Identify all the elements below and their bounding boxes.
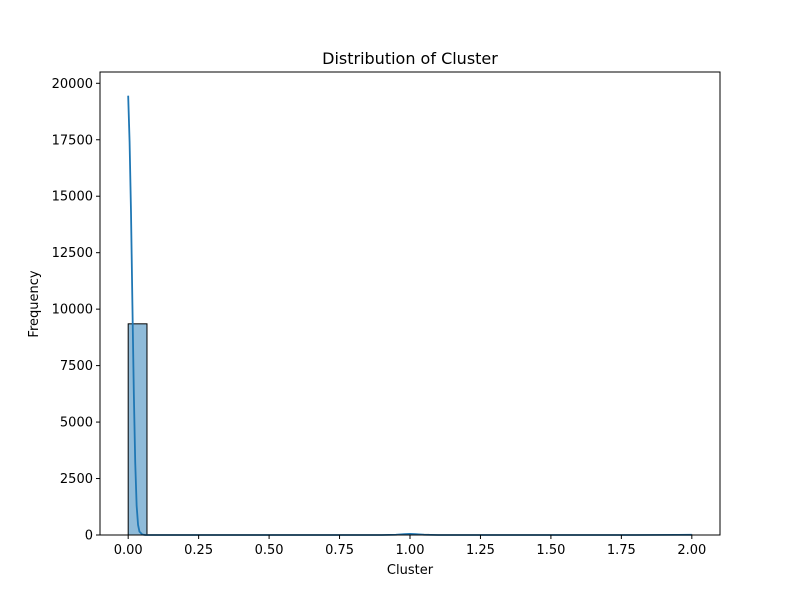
plot-frame [99,71,721,536]
x-tick-label: 0.25 [184,543,213,558]
histogram-bars [127,323,693,536]
y-tick-label: 20000 [52,77,93,92]
x-tick-label: 1.50 [536,543,565,558]
histogram-bar [127,323,148,536]
y-tick-label: 15000 [52,190,93,205]
x-axis-label: Cluster [387,563,434,578]
x-tick-label: 1.00 [396,543,425,558]
y-axis-label: Frequency [27,270,42,337]
chart-title: Distribution of Cluster [322,49,498,68]
kde-curve [127,95,692,536]
y-tick-label: 0 [85,529,93,544]
x-tick-label: 1.75 [607,543,636,558]
y-tick-label: 7500 [60,359,93,374]
x-axis-ticks: 0.00 0.25 0.50 0.75 1.00 1.25 1.50 1.75 2.00 [114,535,706,558]
y-axis-ticks: 0 2500 5000 7500 10000 12500 15000 17500 20000 [52,77,100,544]
x-tick-label: 0.00 [114,543,143,558]
x-tick-label: 0.75 [325,543,354,558]
x-tick-label: 0.50 [255,543,284,558]
x-tick-label: 2.00 [677,543,706,558]
x-tick-label: 1.25 [466,543,495,558]
y-tick-label: 17500 [52,133,93,148]
y-tick-label: 10000 [52,303,93,318]
y-tick-label: 12500 [52,246,93,261]
y-tick-label: 5000 [60,416,93,431]
y-tick-label: 2500 [60,472,93,487]
